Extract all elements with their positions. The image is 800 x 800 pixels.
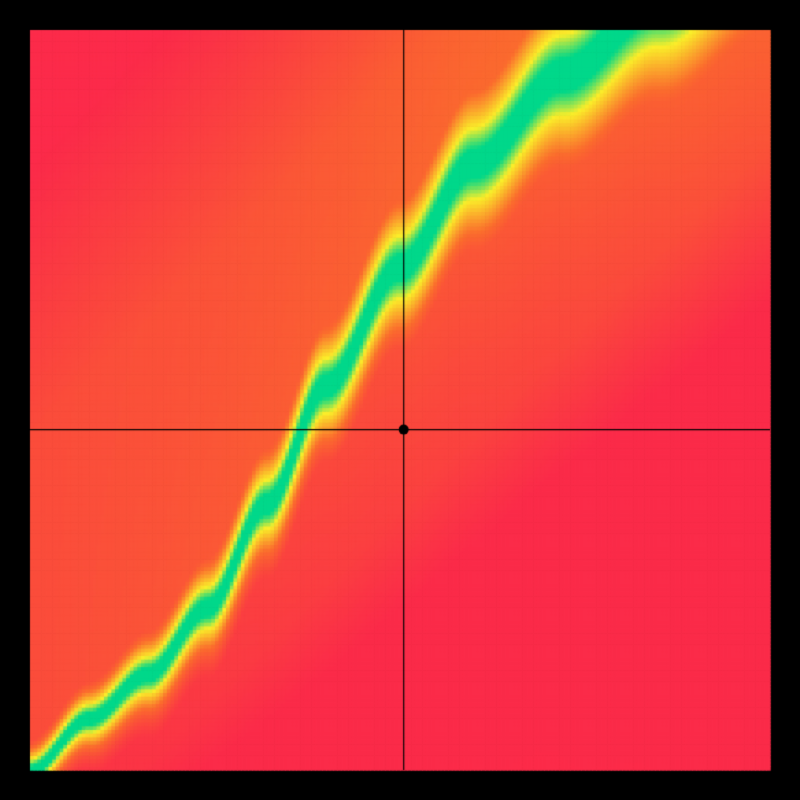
chart-wrapper: { "watermark": "TheBottleneck.com", "can… xyxy=(0,0,800,800)
bottleneck-heatmap xyxy=(0,0,800,800)
